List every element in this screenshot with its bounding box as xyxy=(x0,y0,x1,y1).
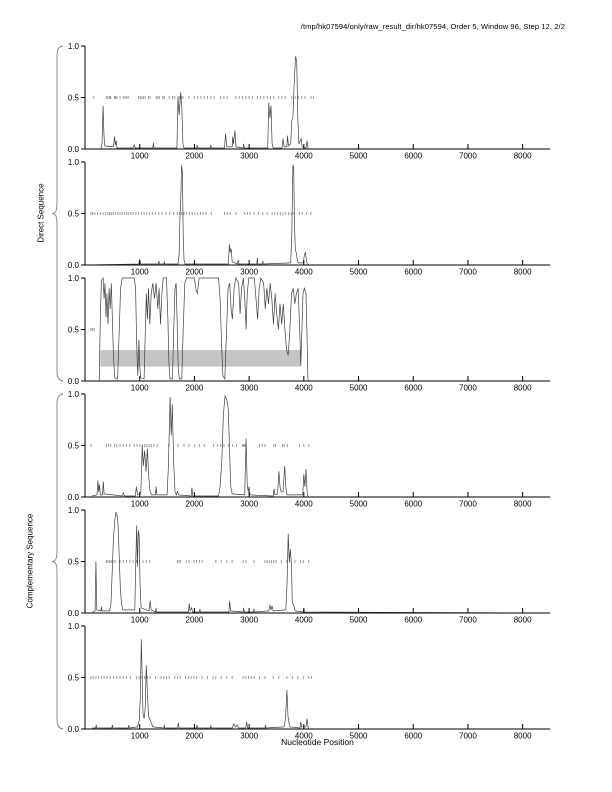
x-tick-label: 5000 xyxy=(350,384,368,393)
y-tick-label: 1.0 xyxy=(68,622,80,631)
y-tick-label: 0.5 xyxy=(68,325,80,334)
x-tick-label: 3000 xyxy=(240,268,258,277)
panel-plot-direct-frame-1: 0.0 0.5 1.0 1000 2000 3000 4000 5000 6000 7000 800… xyxy=(68,42,550,161)
y-tick-label: 1.0 xyxy=(68,158,80,167)
x-tick-label: 8000 xyxy=(514,732,532,741)
panel-plot-complementary-frame-1: 0.0 0.5 1.0 1000 2000 3000 4000 5000 6000 7000 800… xyxy=(68,390,550,509)
panel-complementary-frame-1: 0.0 0.5 1.0 1000 2000 3000 4000 5000 6000 7000 800… xyxy=(0,390,612,510)
panel-plot-direct-frame-2: 0.0 0.5 1.0 1000 2000 3000 4000 5000 6000 7000 800… xyxy=(68,158,550,277)
x-tick-label: 8000 xyxy=(514,384,532,393)
x-tick-label: 5000 xyxy=(350,152,368,161)
x-tick-label: 4000 xyxy=(295,732,313,741)
x-tick-label: 2000 xyxy=(186,616,204,625)
x-tick-label: 6000 xyxy=(404,384,422,393)
x-tick-label: 3000 xyxy=(240,732,258,741)
y-tick-label: 1.0 xyxy=(68,274,80,283)
y-tick-label: 0.0 xyxy=(68,609,80,618)
probability-curve xyxy=(85,56,550,150)
x-tick-label: 6000 xyxy=(404,732,422,741)
probability-curve xyxy=(92,394,550,498)
x-tick-label: 6000 xyxy=(404,152,422,161)
probability-curve xyxy=(98,276,550,382)
y-tick-label: 0.5 xyxy=(68,93,80,102)
x-tick-label: 5000 xyxy=(350,616,368,625)
x-tick-label: 5000 xyxy=(350,500,368,509)
probability-curve xyxy=(92,639,550,730)
panel-direct-frame-3: 0.0 0.5 1.0 1000 2000 3000 4000 5000 6000 7000 800… xyxy=(0,274,612,394)
y-tick-label: 0.0 xyxy=(68,377,80,386)
y-tick-label: 0.5 xyxy=(68,441,80,450)
x-tick-label: 4000 xyxy=(295,616,313,625)
x-tick-label: 6000 xyxy=(404,268,422,277)
x-tick-label: 8000 xyxy=(514,268,532,277)
x-tick-label: 6000 xyxy=(404,616,422,625)
y-tick-label: 0.0 xyxy=(68,493,80,502)
x-tick-label: 3000 xyxy=(240,384,258,393)
x-tick-label: 8000 xyxy=(514,152,532,161)
y-tick-label: 0.5 xyxy=(68,673,80,682)
y-tick-label: 0.0 xyxy=(68,725,80,734)
x-tick-label: 2000 xyxy=(186,152,204,161)
x-tick-label: 4000 xyxy=(295,268,313,277)
complementary-sequence-brace xyxy=(51,393,64,730)
x-tick-label: 8000 xyxy=(514,500,532,509)
x-tick-label: 1000 xyxy=(131,384,149,393)
y-tick-label: 1.0 xyxy=(68,42,80,51)
x-tick-label: 7000 xyxy=(459,616,477,625)
figure-title: /tmp/hk07594/only/raw_result_dir/hk07594… xyxy=(300,22,565,31)
x-tick-label: 2000 xyxy=(186,732,204,741)
panel-complementary-frame-3: 0.0 0.5 1.0 1000 2000 3000 4000 5000 6000 7000 800… xyxy=(0,622,612,742)
x-tick-label: 7000 xyxy=(459,384,477,393)
panel-plot-complementary-frame-2: 0.0 0.5 1.0 1000 2000 3000 4000 5000 6000 7000 800… xyxy=(68,506,551,625)
y-tick-label: 0.0 xyxy=(68,261,80,270)
x-tick-label: 7000 xyxy=(459,268,477,277)
x-tick-label: 1000 xyxy=(131,500,149,509)
y-tick-label: 1.0 xyxy=(68,390,80,399)
x-tick-label: 2000 xyxy=(186,268,204,277)
probability-curve xyxy=(92,511,551,614)
x-tick-label: 2000 xyxy=(186,500,204,509)
y-tick-label: 0.5 xyxy=(68,209,80,218)
x-tick-label: 7000 xyxy=(459,732,477,741)
x-tick-label: 1000 xyxy=(131,616,149,625)
panel-complementary-frame-2: 0.0 0.5 1.0 1000 2000 3000 4000 5000 6000 7000 800… xyxy=(0,506,612,626)
x-tick-label: 1000 xyxy=(131,152,149,161)
direct-sequence-brace xyxy=(51,45,64,382)
x-tick-label: 4000 xyxy=(295,384,313,393)
y-tick-label: 0.5 xyxy=(68,557,80,566)
x-tick-label: 5000 xyxy=(350,268,368,277)
x-tick-label: 7000 xyxy=(459,152,477,161)
x-tick-label: 7000 xyxy=(459,500,477,509)
x-tick-label: 1000 xyxy=(131,732,149,741)
x-tick-label: 3000 xyxy=(240,152,258,161)
panel-direct-frame-2: 0.0 0.5 1.0 1000 2000 3000 4000 5000 6000 7000 800… xyxy=(0,158,612,278)
x-axis-label: Nucleotide Position xyxy=(281,737,354,747)
panel-plot-complementary-frame-3: 0.0 0.5 1.0 1000 2000 3000 4000 5000 6000 7000 800… xyxy=(68,622,550,741)
x-tick-label: 2000 xyxy=(186,384,204,393)
x-tick-label: 1000 xyxy=(131,268,149,277)
x-tick-label: 3000 xyxy=(240,616,258,625)
x-tick-label: 5000 xyxy=(350,732,368,741)
probability-curve xyxy=(84,164,550,266)
x-tick-label: 8000 xyxy=(514,616,532,625)
panel-direct-frame-1: 0.0 0.5 1.0 1000 2000 3000 4000 5000 6000 7000 800… xyxy=(0,42,612,162)
x-tick-label: 3000 xyxy=(240,500,258,509)
y-tick-label: 0.0 xyxy=(68,145,80,154)
panel-plot-direct-frame-3: 0.0 0.5 1.0 1000 2000 3000 4000 5000 6000 7000 800… xyxy=(68,274,550,393)
x-tick-label: 4000 xyxy=(295,152,313,161)
x-tick-label: 4000 xyxy=(295,500,313,509)
y-tick-label: 1.0 xyxy=(68,506,80,515)
x-tick-label: 6000 xyxy=(404,500,422,509)
shading-band xyxy=(100,350,302,367)
